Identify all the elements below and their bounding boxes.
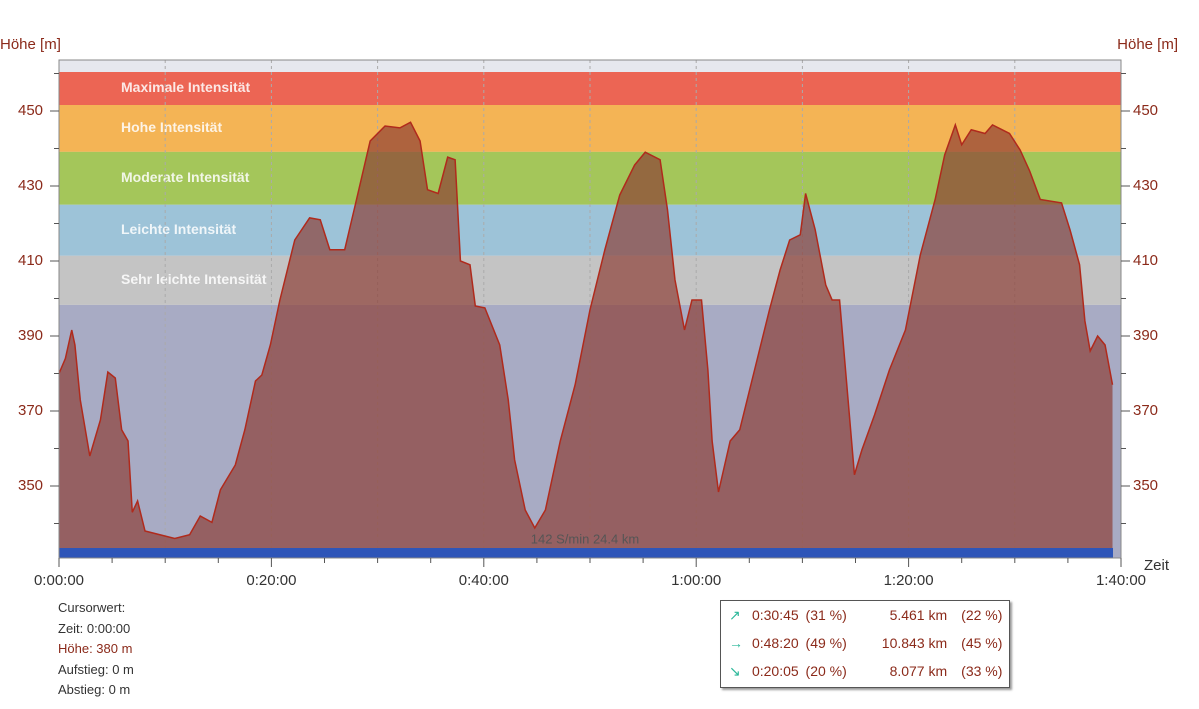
x-tick-label: 1:40:00 [1096,572,1146,589]
y2-tick-label: 370 [1133,402,1158,419]
stats-icon: ↘ [729,662,741,679]
x-tick-label: 0:20:00 [246,572,296,589]
zone [59,72,1121,105]
stats-icon: → [729,635,743,651]
stats-time-pct: (31 %) [805,607,847,623]
zone-label: Maximale Intensität [121,79,250,95]
x-tick-label: 0:00:00 [34,572,84,589]
stats-distance: 8.077 km [889,663,948,679]
y-tick-label: 350 [18,477,43,494]
cursor-ascent: Aufstieg: 0 m [58,661,134,677]
profile-line [58,121,1114,540]
cursor-height: Höhe: 380 m [58,641,133,656]
y2-tick-label: 390 [1133,327,1158,344]
stats-icon: ↗ [729,606,741,623]
cursor-time: Zeit: 0:00:00 [58,620,131,636]
y-label: Höhe [m] [0,36,61,53]
y2-label: Höhe [m] [1117,36,1178,53]
cursor-descent: Abstieg: 0 m [58,682,131,697]
profile-area [59,122,1113,558]
annotation: 142 S/min 24.4 km [531,531,639,546]
y2-tick-label: 430 [1133,177,1158,194]
zone-label: Hohe Intensität [121,119,222,135]
y2-tick-label: 450 [1133,102,1158,119]
cursor-panel: Cursorwert: Zeit: 0:00:00 Höhe: 380 m Au… [58,598,134,701]
axes: 350 350 370 370 390 390 410 410 430 430 450 450 0:00… [18,73,1158,589]
stats-distance-pct: (45 %) [961,635,1003,651]
x-tick-label: 0:40:00 [459,572,509,589]
stats-time-pct: (20 %) [805,663,847,679]
zone-label: Leichte Intensität [121,221,236,237]
y-tick-label: 430 [18,177,43,194]
y-tick-label: 450 [18,102,43,119]
stats-time: 0:30:45 [751,607,799,623]
stats-row: → 0:48:20 (49 %) 10.843 km (45 %) [721,629,1009,657]
y-tick-label: 370 [18,402,43,419]
stats-time-pct: (49 %) [805,635,847,651]
stats-time: 0:20:05 [751,663,799,679]
stats-time: 0:48:20 [751,635,799,651]
stats-distance-pct: (33 %) [961,663,1003,679]
x-tick-label: 1:20:00 [884,572,934,589]
stats-distance: 5.461 km [889,607,948,623]
stats-row: ↗ 0:30:45 (31 %) 5.461 km (22 %) [721,601,1009,629]
stats-panel: ↗ 0:30:45 (31 %) 5.461 km (22 %) → 0:48:20 (49 … [720,600,1010,688]
zone-label: Moderate Intensität [121,169,250,185]
bottom-bar [59,548,1113,558]
stats-row: ↘ 0:20:05 (20 %) 8.077 km (33 %) [721,657,1009,685]
y2-tick-label: 410 [1133,252,1158,269]
y2-tick-label: 350 [1133,477,1158,494]
y-tick-label: 410 [18,252,43,269]
x-label: Zeit [1144,557,1170,574]
cursor-title: Cursorwert: [58,600,126,615]
profile [58,121,1114,558]
x-tick-label: 1:00:00 [671,572,721,589]
y-tick-label: 390 [18,327,43,344]
zone-label: Sehr leichte Intensität [121,271,267,287]
stats-distance: 10.843 km [881,635,948,651]
stats-distance-pct: (22 %) [961,607,1003,623]
